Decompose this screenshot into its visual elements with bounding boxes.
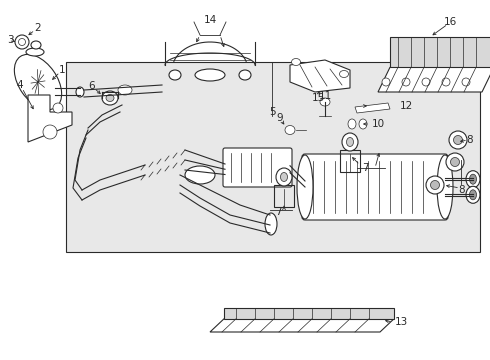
Text: 13: 13 xyxy=(395,317,408,327)
FancyBboxPatch shape xyxy=(223,148,292,187)
Text: 4: 4 xyxy=(17,80,24,90)
Ellipse shape xyxy=(185,166,215,184)
Ellipse shape xyxy=(340,71,348,77)
Text: 6: 6 xyxy=(89,81,96,91)
Ellipse shape xyxy=(449,131,467,149)
Ellipse shape xyxy=(53,103,63,113)
Ellipse shape xyxy=(359,119,367,129)
Ellipse shape xyxy=(402,78,410,86)
Ellipse shape xyxy=(450,158,460,166)
Text: 3: 3 xyxy=(7,35,13,45)
Ellipse shape xyxy=(466,171,480,188)
Text: 2: 2 xyxy=(35,23,41,33)
Text: 12: 12 xyxy=(400,101,413,111)
Ellipse shape xyxy=(169,70,181,80)
Ellipse shape xyxy=(15,35,29,49)
Text: 10: 10 xyxy=(372,119,385,129)
Ellipse shape xyxy=(292,58,300,66)
Ellipse shape xyxy=(14,54,62,110)
Text: 16: 16 xyxy=(443,17,457,27)
Ellipse shape xyxy=(382,78,390,86)
Ellipse shape xyxy=(346,138,353,147)
Polygon shape xyxy=(224,308,394,319)
Ellipse shape xyxy=(118,85,132,95)
Ellipse shape xyxy=(466,186,480,203)
Ellipse shape xyxy=(446,153,464,171)
Text: 1: 1 xyxy=(59,65,65,75)
Ellipse shape xyxy=(31,41,41,49)
Ellipse shape xyxy=(462,78,470,86)
Ellipse shape xyxy=(195,69,225,81)
Ellipse shape xyxy=(265,213,277,235)
Ellipse shape xyxy=(348,119,356,129)
Ellipse shape xyxy=(239,70,251,80)
Polygon shape xyxy=(290,60,350,92)
FancyBboxPatch shape xyxy=(302,154,448,220)
Text: 9: 9 xyxy=(277,113,283,123)
Ellipse shape xyxy=(102,91,118,105)
Bar xyxy=(274,185,294,207)
Text: 5: 5 xyxy=(269,107,275,117)
Polygon shape xyxy=(210,319,394,332)
Text: 14: 14 xyxy=(203,15,217,25)
Bar xyxy=(66,62,480,252)
Text: 7: 7 xyxy=(362,163,368,173)
Ellipse shape xyxy=(276,168,292,186)
Text: 15: 15 xyxy=(311,93,324,103)
Ellipse shape xyxy=(106,94,114,102)
Polygon shape xyxy=(28,95,72,142)
Polygon shape xyxy=(355,103,390,113)
Polygon shape xyxy=(378,67,490,92)
Bar xyxy=(340,150,360,172)
Polygon shape xyxy=(390,37,490,67)
Ellipse shape xyxy=(43,125,57,139)
Ellipse shape xyxy=(76,87,84,97)
Ellipse shape xyxy=(297,155,313,219)
Ellipse shape xyxy=(422,78,430,86)
Ellipse shape xyxy=(442,78,450,86)
Text: 8: 8 xyxy=(459,185,466,195)
Ellipse shape xyxy=(454,135,463,144)
Ellipse shape xyxy=(280,172,288,181)
Ellipse shape xyxy=(431,180,440,189)
Ellipse shape xyxy=(469,174,476,184)
Ellipse shape xyxy=(285,126,295,135)
Text: 8: 8 xyxy=(466,135,473,145)
Ellipse shape xyxy=(469,190,476,200)
Text: 7: 7 xyxy=(275,207,281,217)
Ellipse shape xyxy=(342,133,358,151)
Ellipse shape xyxy=(437,155,453,219)
Text: 11: 11 xyxy=(318,91,332,101)
Ellipse shape xyxy=(19,39,25,45)
Ellipse shape xyxy=(26,48,44,56)
Ellipse shape xyxy=(320,98,330,106)
Ellipse shape xyxy=(426,176,444,194)
